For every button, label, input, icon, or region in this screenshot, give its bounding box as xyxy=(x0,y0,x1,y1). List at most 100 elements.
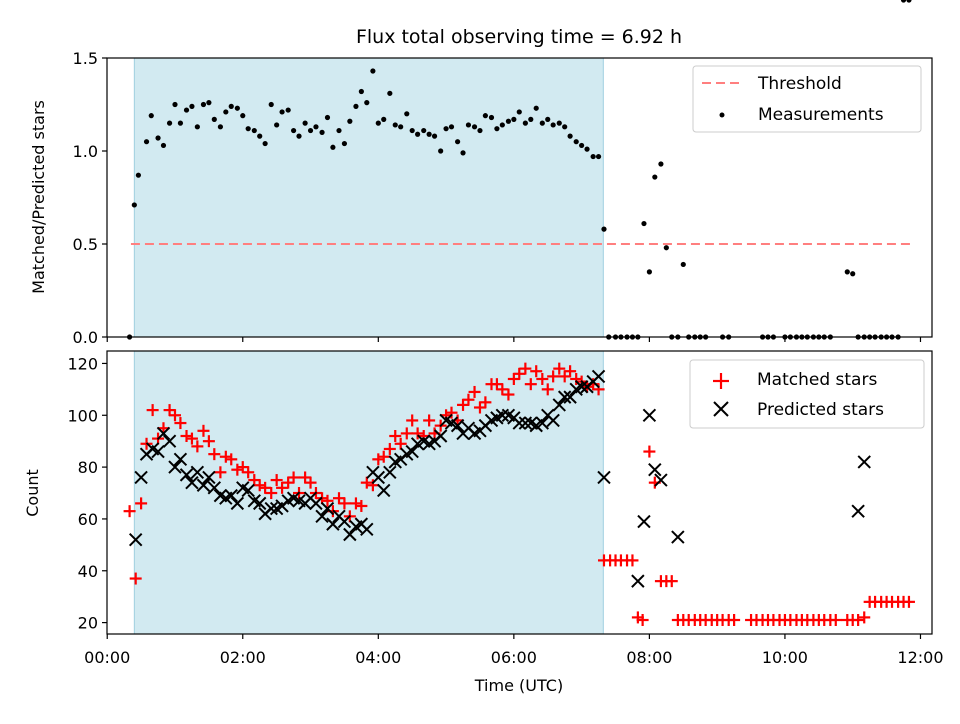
measurement-point xyxy=(511,116,517,122)
legend-threshold-label: Threshold xyxy=(757,74,842,94)
matched-star-marker xyxy=(564,365,577,378)
matched-star-marker xyxy=(287,471,300,484)
measurement-point xyxy=(353,103,359,109)
matched-star-marker xyxy=(333,492,346,505)
matched-star-marker xyxy=(338,497,351,510)
matched-star-marker xyxy=(265,487,278,500)
matched-star-marker xyxy=(547,370,560,383)
top-measurements-series xyxy=(126,0,912,340)
matched-star-marker xyxy=(445,406,458,419)
legend-matched-swatch xyxy=(713,373,729,389)
matched-star-marker xyxy=(592,383,605,396)
predicted-star-marker xyxy=(654,473,668,487)
bottom-observing-span xyxy=(133,350,604,635)
matched-star-marker xyxy=(383,442,396,455)
bottom-y-tick-label: 60 xyxy=(78,510,98,529)
matched-star-marker xyxy=(541,383,554,396)
measurement-point xyxy=(319,129,325,135)
matched-star-marker xyxy=(191,440,204,453)
matched-star-marker xyxy=(349,497,362,510)
measurement-point xyxy=(584,146,590,152)
measurement-point xyxy=(172,101,178,108)
matched-star-marker xyxy=(530,365,543,378)
measurement-point xyxy=(539,120,545,126)
matched-star-marker xyxy=(214,466,227,479)
measurement-point xyxy=(663,245,669,251)
measurement-point xyxy=(290,127,297,134)
measurement-point xyxy=(262,140,268,147)
matched-star-marker xyxy=(496,383,509,396)
predicted-star-marker xyxy=(857,455,871,469)
top-ticks: 0.0 0.5 1.0 1.5 xyxy=(73,49,922,347)
bottom-x-tick-label: 02:00 xyxy=(220,648,266,667)
bottom-legend: Matched stars Predicted stars xyxy=(689,359,925,429)
measurement-point xyxy=(347,118,353,124)
measurement-point xyxy=(387,90,393,96)
top-y-tick-label: 0.0 xyxy=(73,328,98,347)
matched-star-marker xyxy=(406,414,419,427)
predicted-star-marker xyxy=(173,452,188,467)
top-legend: Threshold Measurements xyxy=(692,65,922,133)
matched-star-marker xyxy=(411,427,424,440)
matched-star-marker xyxy=(168,409,181,422)
legend-matched-label: Matched stars xyxy=(757,370,877,390)
predicted-star-marker xyxy=(190,465,205,479)
predicted-star-marker xyxy=(230,496,245,511)
predicted-star-marker xyxy=(512,416,526,430)
measurement-point xyxy=(906,0,912,3)
measurement-point xyxy=(194,124,200,130)
measurement-point xyxy=(494,126,500,132)
measurement-point xyxy=(601,226,607,232)
bottom-y-tick-label: 120 xyxy=(67,354,98,373)
measurement-point xyxy=(562,124,568,130)
predicted-star-marker xyxy=(315,509,329,524)
bottom-ticks: 20 40 60 80 100 120 00:00 02:00 04:00 06:00 08:00 1… xyxy=(67,354,943,667)
matched-star-marker xyxy=(185,432,198,445)
matched-star-marker xyxy=(248,474,261,487)
measurement-point xyxy=(443,126,449,132)
predicted-star-marker xyxy=(377,483,391,498)
measurement-point xyxy=(251,127,257,134)
measurement-point xyxy=(160,142,167,149)
measurement-point xyxy=(844,269,850,275)
bottom-y-axis-label: Count xyxy=(23,469,42,517)
predicted-star-marker xyxy=(253,496,267,511)
predicted-star-marker xyxy=(535,416,550,430)
measurement-point xyxy=(421,127,427,134)
legend-measurements-label: Measurements xyxy=(758,105,884,125)
measurement-point xyxy=(516,109,522,115)
predicted-star-marker xyxy=(343,527,357,542)
matched-star-marker xyxy=(858,611,871,624)
legend-predicted-swatch xyxy=(713,401,729,417)
matched-star-marker xyxy=(242,466,255,479)
measurement-point xyxy=(850,271,856,277)
predicted-star-marker xyxy=(631,574,645,588)
measurement-point xyxy=(556,120,562,126)
predicted-star-marker xyxy=(495,408,510,422)
measurement-point xyxy=(680,261,686,268)
matched-star-marker xyxy=(360,476,373,489)
matched-star-marker xyxy=(479,396,492,409)
measurement-point xyxy=(658,161,664,167)
bottom-y-tick-label: 100 xyxy=(67,406,98,425)
matched-star-marker xyxy=(372,453,385,466)
measurement-point xyxy=(240,113,246,119)
matched-star-marker xyxy=(636,614,649,627)
bottom-x-axis-label: Time (UTC) xyxy=(474,676,563,695)
measurement-point xyxy=(381,116,387,122)
measurement-point xyxy=(488,114,495,121)
measurement-point xyxy=(448,124,455,130)
predicted-star-marker xyxy=(156,426,171,441)
predicted-star-marker xyxy=(202,470,216,485)
predicted-star-marker xyxy=(309,496,323,511)
matched-star-marker xyxy=(225,453,238,466)
measurement-point xyxy=(336,127,342,134)
measurement-point xyxy=(482,113,488,119)
measurement-point xyxy=(302,120,308,126)
top-observing-span xyxy=(133,57,604,338)
measurement-point xyxy=(245,126,251,132)
matched-star-marker xyxy=(643,445,656,458)
predicted-star-marker xyxy=(546,413,560,428)
predicted-star-marker xyxy=(557,390,572,404)
